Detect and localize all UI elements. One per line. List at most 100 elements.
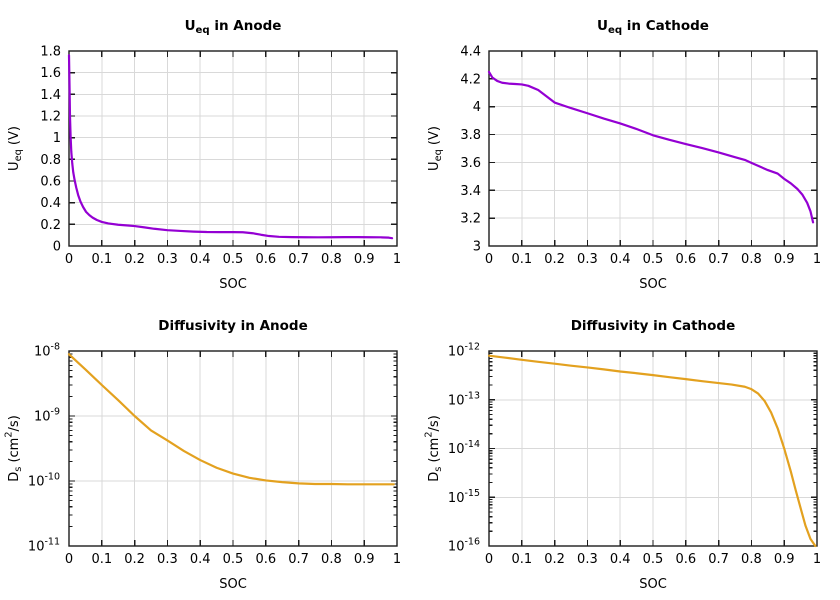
y-tick-label: 1.4 (40, 88, 61, 103)
y-tick-label-exponent: -14 (464, 439, 480, 450)
x-tick-label: 0.5 (223, 552, 244, 567)
data-curve-ueq-cathode (487, 70, 815, 224)
x-tick-label: 0 (65, 552, 73, 567)
y-tick-label: 0.2 (40, 218, 61, 233)
x-tick-label: 0.3 (577, 552, 598, 567)
x-tick-label: 0.7 (708, 252, 729, 267)
x-tick-label: 0.6 (675, 252, 696, 267)
plot-ueq-cathode: 0 0.1 0.2 0.3 0.4 0.5 0.6 0.7 0.8 0.9 1 3 3.2 3.4 3.6 3… (420, 0, 840, 300)
x-tick-label: 0.6 (675, 552, 696, 567)
y-axis-label-part: 2 (424, 431, 435, 437)
y-axis-label-part: D (7, 472, 22, 482)
y-tick-label-exponent: -8 (51, 342, 60, 353)
x-tick-label: 0.2 (124, 552, 145, 567)
x-tick-label: 0.1 (91, 252, 112, 267)
x-tick-label: 0.2 (544, 552, 565, 567)
chart-ueq-cathode: 0 0.1 0.2 0.3 0.4 0.5 0.6 0.7 0.8 0.9 1 3 3.2 3.4 3.6 3… (427, 18, 821, 292)
x-tick-label: 1 (393, 552, 401, 567)
y-axis-label: Ueq (V) (7, 126, 24, 171)
chart-title-part: eq (196, 25, 210, 36)
y-tick-label-base: 10 (34, 410, 51, 425)
y-tick-label-base: 10 (448, 345, 465, 360)
chart-title-part: U (185, 18, 196, 34)
y-tick-label-exponent: -16 (464, 537, 480, 548)
y-tick-label: 0.6 (40, 175, 61, 190)
chart-title-part: Diffusivity in Anode (158, 318, 308, 334)
x-tick-label: 0.9 (774, 552, 795, 567)
x-tick-label: 0.4 (610, 552, 631, 567)
y-tick-label: 10-10 (28, 472, 60, 490)
y-tick-label: 1.8 (40, 45, 61, 60)
y-tick-label-base: 10 (448, 491, 465, 506)
y-axis-label-part: 2 (4, 431, 15, 437)
y-axis-label-part: s (13, 467, 24, 472)
x-tick-label: 0.1 (511, 552, 532, 567)
y-tick-label-exponent: -12 (464, 342, 480, 353)
x-tick-label: 0 (485, 552, 493, 567)
y-axis-label: Ds (cm2/s) (4, 415, 25, 482)
y-tick-label-base: 10 (28, 475, 45, 490)
y-tick-label-base: 10 (448, 442, 465, 457)
x-tick-label: 0.6 (255, 252, 276, 267)
x-tick-label: 0.8 (321, 252, 342, 267)
chart-ueq-anode: 0 0.1 0.2 0.3 0.4 0.5 0.6 0.7 0.8 0.9 1 0 0.2 0.4 0.6 0… (7, 18, 401, 292)
x-tick-label: 0.1 (511, 252, 532, 267)
x-tick-label: 0.6 (255, 552, 276, 567)
y-tick-label: 4.4 (460, 45, 481, 60)
y-tick-label-base: 10 (448, 393, 465, 408)
y-tick-label-exponent: -15 (464, 488, 480, 499)
x-tick-label: 0.9 (354, 252, 375, 267)
x-axis-label: SOC (219, 277, 247, 292)
x-tick-label: 0 (485, 252, 493, 267)
y-tick-label-base: 10 (34, 345, 51, 360)
y-tick-label: 0.4 (40, 196, 61, 211)
y-tick-label: 0.8 (40, 153, 61, 168)
x-tick-label: 1 (813, 252, 821, 267)
y-tick-label: 10-15 (448, 488, 480, 506)
y-tick-label: 4.2 (460, 72, 481, 87)
x-tick-label: 0.3 (157, 252, 178, 267)
y-tick-label: 10-14 (448, 439, 480, 457)
y-axis-label-part: (V) (427, 126, 442, 149)
x-tick-label: 0.4 (190, 252, 211, 267)
y-axis-label-part: U (7, 161, 22, 171)
x-tick-label: 0.7 (708, 552, 729, 567)
y-tick-label: 10-11 (28, 537, 60, 555)
y-tick-label-base: 10 (448, 540, 465, 555)
x-axis-label: SOC (219, 577, 247, 592)
y-tick-label: 10-13 (448, 390, 480, 408)
x-tick-label: 0.5 (643, 552, 664, 567)
y-tick-label-exponent: -11 (44, 537, 60, 548)
x-tick-label: 0.5 (223, 252, 244, 267)
y-tick-label: 3.6 (460, 156, 481, 171)
y-axis-label: Ueq (V) (427, 126, 444, 171)
y-tick-label: 1.6 (40, 66, 61, 81)
x-tick-label: 0.8 (321, 552, 342, 567)
x-tick-label: 1 (393, 252, 401, 267)
y-tick-label: 3.8 (460, 128, 481, 143)
y-axis-label-part: U (427, 161, 442, 171)
y-tick-label-exponent: -9 (51, 407, 60, 418)
y-axis-label-part: /s) (7, 415, 22, 431)
chart-title: Ueq in Anode (185, 18, 282, 36)
chart-title-part: in Cathode (622, 18, 709, 34)
chart-title-part: Diffusivity in Cathode (571, 318, 736, 334)
y-tick-label: 10-12 (448, 342, 480, 360)
chart-title-part: in Anode (210, 18, 282, 34)
y-axis-label-part: /s) (427, 415, 442, 431)
y-axis-label-part: eq (433, 149, 444, 161)
x-tick-label: 0.3 (157, 552, 178, 567)
x-axis-label: SOC (639, 277, 667, 292)
y-tick-label-base: 10 (28, 540, 45, 555)
y-tick-label: 10-8 (34, 342, 60, 360)
plot-ueq-anode: 0 0.1 0.2 0.3 0.4 0.5 0.6 0.7 0.8 0.9 1 0 0.2 0.4 0.6 0… (0, 0, 420, 300)
chart-diffusivity-cathode: 0 0.1 0.2 0.3 0.4 0.5 0.6 0.7 0.8 0.9 110-1210-131… (424, 318, 822, 592)
y-tick-label: 1.2 (40, 110, 61, 125)
x-tick-label: 0.3 (577, 252, 598, 267)
x-tick-label: 0.8 (741, 252, 762, 267)
x-tick-label: 0.9 (354, 552, 375, 567)
chart-title: Ueq in Cathode (597, 18, 709, 36)
chart-title-part: U (597, 18, 608, 34)
x-tick-label: 0.8 (741, 552, 762, 567)
